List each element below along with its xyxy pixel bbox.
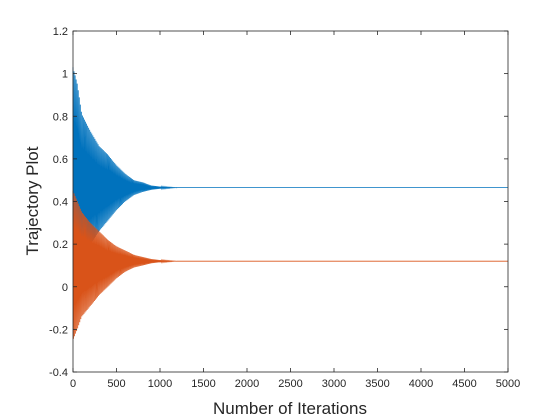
x-tick-label: 2000 [235,378,259,390]
x-tick-label: 1500 [191,378,215,390]
y-tick-label: -0.2 [49,324,68,336]
y-tick-label: 0.8 [53,111,68,123]
x-tick-label: 5000 [496,378,520,390]
x-tick-label: 1000 [148,378,172,390]
y-tick-label: 0.2 [53,239,68,251]
x-tick-label: 500 [107,378,125,390]
x-tick-label: 4000 [409,378,433,390]
x-tick-label: 3000 [322,378,346,390]
x-axis-title: Number of Iterations [213,399,367,418]
y-tick-label: 0 [62,282,68,294]
x-tick-label: 0 [70,378,76,390]
y-axis-title: Trajectory Plot [23,146,42,255]
x-tick-label: 4500 [452,378,476,390]
y-tick-label: 0.6 [53,154,68,166]
series-line-1 [72,67,508,286]
ticks-layer: 0 500 1000 1500 2000 2500 3000 3500 4000 4500 5000… [49,26,520,390]
series-line-2 [72,190,508,339]
y-tick-label: 0.4 [53,197,68,209]
y-tick-label: -0.4 [49,367,68,379]
plot-area [73,31,508,372]
y-tick-label: 1.2 [53,26,68,38]
y-tick-label: 1 [62,69,68,81]
series-layer [72,67,508,339]
x-tick-label: 3500 [365,378,389,390]
x-tick-label: 2500 [278,378,302,390]
